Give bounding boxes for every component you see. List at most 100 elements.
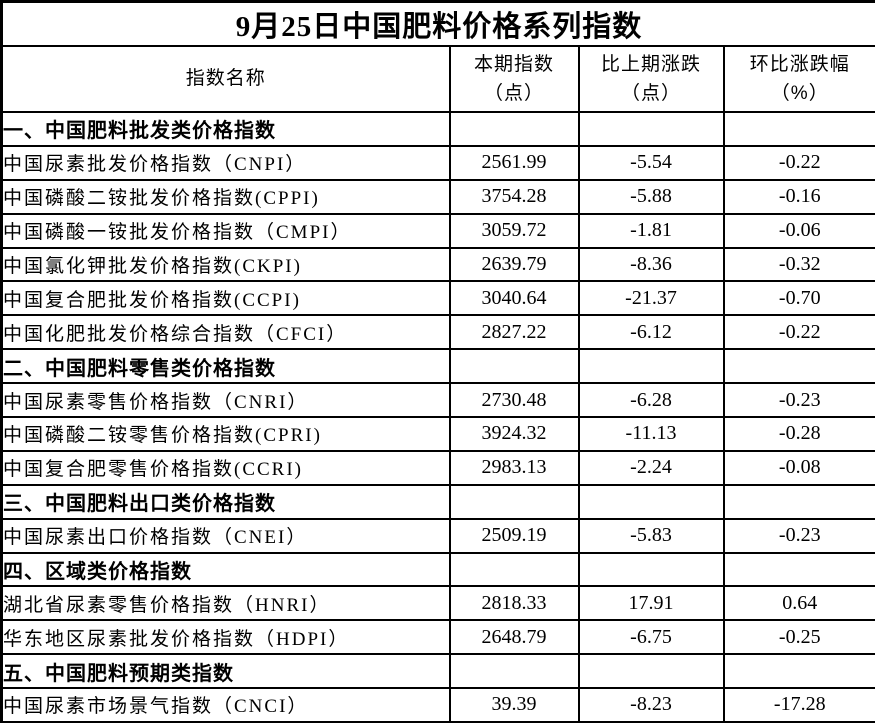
table-row: 湖北省尿素零售价格指数（HNRI） 2818.33 17.91 0.64 <box>0 585 875 622</box>
change-points-cell: -21.37 <box>577 280 725 317</box>
index-name-cell: 中国复合肥零售价格指数(CCRI) <box>0 449 451 486</box>
change-points-cell: 17.91 <box>577 585 725 622</box>
pct-change-cell: -0.32 <box>722 246 875 283</box>
current-index-cell: 2639.79 <box>448 246 580 283</box>
table-row: 中国磷酸一铵批发价格指数（CMPI） 3059.72 -1.81 -0.06 <box>0 212 875 249</box>
pct-change-cell: -0.22 <box>722 314 875 351</box>
table-row: 中国磷酸二铵批发价格指数(CPPI) 3754.28 -5.88 -0.16 <box>0 178 875 215</box>
index-name-cell: 中国氯化钾批发价格指数(CKPI) <box>0 246 451 283</box>
table-body: 一、中国肥料批发类价格指数 中国尿素批发价格指数（CNPI） 2561.99 -5.5… <box>0 111 875 723</box>
table-row: 中国尿素市场景气指数（CNCI） 39.39 -8.23 -17.28 <box>0 687 875 723</box>
pct-change-cell <box>722 111 875 147</box>
column-header-row: 指数名称 本期指数 （点） 比上期涨跌 （点） 环比涨跌幅 （%） <box>0 45 875 113</box>
table-row: 中国化肥批发价格综合指数（CFCI） 2827.22 -6.12 -0.22 <box>0 314 875 351</box>
pct-change-cell <box>722 348 875 385</box>
change-points-cell: -8.36 <box>577 246 725 283</box>
pct-change-cell: -0.23 <box>722 517 875 554</box>
index-name-cell: 中国尿素零售价格指数（CNRI） <box>0 382 451 419</box>
col-header-change: 比上期涨跌 （点） <box>577 45 725 113</box>
pct-change-cell: -0.70 <box>722 280 875 317</box>
pct-change-cell: -0.23 <box>722 382 875 419</box>
col-header-change-label: 比上期涨跌 <box>600 53 701 75</box>
index-name-cell: 中国磷酸二铵批发价格指数(CPPI) <box>0 178 451 215</box>
current-index-cell: 2818.33 <box>448 585 580 622</box>
section-title-cell: 四、区域类价格指数 <box>0 551 451 588</box>
change-points-cell: -8.23 <box>577 687 725 723</box>
section-row: 五、中国肥料预期类指数 <box>0 653 875 690</box>
current-index-cell: 3754.28 <box>448 178 580 215</box>
pct-change-cell: -0.08 <box>722 449 875 486</box>
change-points-cell <box>577 653 725 690</box>
current-index-cell: 2509.19 <box>448 517 580 554</box>
pct-change-cell: -0.25 <box>722 619 875 656</box>
table-row: 华东地区尿素批发价格指数（HDPI） 2648.79 -6.75 -0.25 <box>0 619 875 656</box>
pct-change-cell: -17.28 <box>722 687 875 723</box>
change-points-cell: -5.88 <box>577 178 725 215</box>
section-row: 一、中国肥料批发类价格指数 <box>0 111 875 147</box>
pct-change-cell <box>722 551 875 588</box>
change-points-cell <box>577 483 725 520</box>
pct-change-cell: 0.64 <box>722 585 875 622</box>
pct-change-cell: -0.22 <box>722 144 875 181</box>
current-index-cell <box>448 653 580 690</box>
change-points-cell: -2.24 <box>577 449 725 486</box>
change-points-cell <box>577 348 725 385</box>
table-row: 中国磷酸二铵零售价格指数(CPRI) 3924.32 -11.13 -0.28 <box>0 416 875 452</box>
current-index-cell: 2827.22 <box>448 314 580 351</box>
current-index-cell <box>448 111 580 147</box>
section-row: 二、中国肥料零售类价格指数 <box>0 348 875 385</box>
index-name-cell: 中国磷酸一铵批发价格指数（CMPI） <box>0 212 451 249</box>
change-points-cell <box>577 551 725 588</box>
change-points-cell: -5.83 <box>577 517 725 554</box>
pct-change-cell <box>722 483 875 520</box>
change-points-cell: -5.54 <box>577 144 725 181</box>
index-name-cell: 中国尿素出口价格指数（CNEI） <box>0 517 451 554</box>
index-name-cell: 中国化肥批发价格综合指数（CFCI） <box>0 314 451 351</box>
pct-change-cell <box>722 653 875 690</box>
current-index-cell: 2561.99 <box>448 144 580 181</box>
table-row: 中国氯化钾批发价格指数(CKPI) 2639.79 -8.36 -0.32 <box>0 246 875 283</box>
col-header-change-unit: （点） <box>620 83 681 104</box>
change-points-cell: -6.12 <box>577 314 725 351</box>
index-name-cell: 中国尿素批发价格指数（CNPI） <box>0 144 451 181</box>
current-index-cell: 2648.79 <box>448 619 580 656</box>
col-header-current-index: 本期指数 （点） <box>448 45 580 113</box>
table-title: 9月25日中国肥料价格系列指数 <box>0 0 875 47</box>
index-name-cell: 湖北省尿素零售价格指数（HNRI） <box>0 585 451 622</box>
table-row: 中国复合肥批发价格指数(CCPI) 3040.64 -21.37 -0.70 <box>0 280 875 317</box>
section-row: 三、中国肥料出口类价格指数 <box>0 483 875 520</box>
section-title-cell: 二、中国肥料零售类价格指数 <box>0 348 451 385</box>
change-points-cell <box>577 111 725 147</box>
current-index-cell <box>448 483 580 520</box>
section-row: 四、区域类价格指数 <box>0 551 875 588</box>
table-row: 中国复合肥零售价格指数(CCRI) 2983.13 -2.24 -0.08 <box>0 449 875 486</box>
current-index-cell <box>448 551 580 588</box>
current-index-cell: 3924.32 <box>448 416 580 452</box>
pct-change-cell: -0.28 <box>722 416 875 452</box>
pct-change-cell: -0.16 <box>722 178 875 215</box>
title-row: 9月25日中国肥料价格系列指数 <box>0 0 875 47</box>
col-header-current-index-unit: （点） <box>483 83 544 104</box>
col-header-index-name: 指数名称 <box>0 45 451 113</box>
col-header-pct-change-label: 环比涨跌幅 <box>749 53 850 75</box>
change-points-cell: -6.75 <box>577 619 725 656</box>
current-index-cell: 39.39 <box>448 687 580 723</box>
index-name-cell: 华东地区尿素批发价格指数（HDPI） <box>0 619 451 656</box>
index-name-cell: 中国磷酸二铵零售价格指数(CPRI) <box>0 416 451 452</box>
col-header-pct-change-unit: （%） <box>770 83 829 104</box>
col-header-current-index-label: 本期指数 <box>473 53 554 75</box>
index-name-cell: 中国复合肥批发价格指数(CCPI) <box>0 280 451 317</box>
current-index-cell: 2983.13 <box>448 449 580 486</box>
col-header-pct-change: 环比涨跌幅 （%） <box>722 45 875 113</box>
change-points-cell: -11.13 <box>577 416 725 452</box>
current-index-cell: 2730.48 <box>448 382 580 419</box>
table-row: 中国尿素出口价格指数（CNEI） 2509.19 -5.83 -0.23 <box>0 517 875 554</box>
col-header-index-name-label: 指数名称 <box>185 68 266 90</box>
current-index-cell: 3059.72 <box>448 212 580 249</box>
table-row: 中国尿素零售价格指数（CNRI） 2730.48 -6.28 -0.23 <box>0 382 875 419</box>
change-points-cell: -6.28 <box>577 382 725 419</box>
section-title-cell: 三、中国肥料出口类价格指数 <box>0 483 451 520</box>
current-index-cell <box>448 348 580 385</box>
pct-change-cell: -0.06 <box>722 212 875 249</box>
